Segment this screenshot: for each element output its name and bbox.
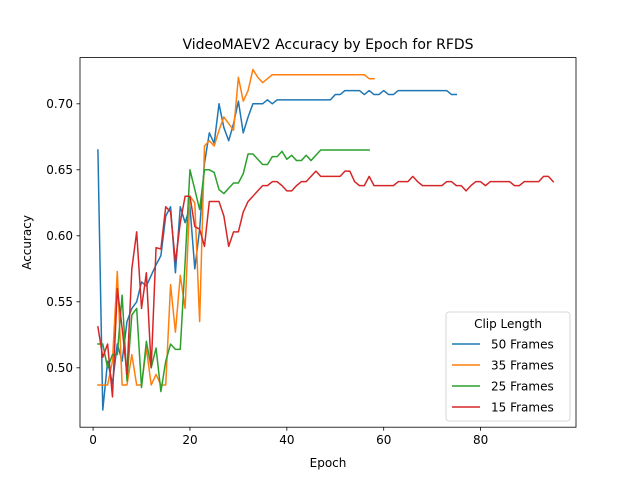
x-tick-label: 60 (376, 433, 391, 447)
axes-frame (79, 57, 577, 428)
y-tick-label: 0.65 (46, 163, 73, 177)
x-axis: 0 20 40 60 80 (89, 427, 488, 447)
legend-label: 25 Frames (491, 379, 554, 393)
legend-entries: 50 Frames 35 Frames 25 Frames 15 Frames (452, 337, 554, 414)
legend-title: Clip Length (474, 317, 542, 331)
series-line-50-frames (97, 89, 458, 411)
legend-label: 15 Frames (491, 400, 554, 414)
y-tick-label: 0.50 (46, 361, 73, 375)
legend-box (445, 311, 571, 422)
x-tick-label: 0 (89, 433, 97, 447)
series-line-35-frames (97, 68, 375, 386)
y-axis-title: Accuracy (20, 215, 34, 270)
legend-label: 50 Frames (491, 337, 554, 351)
plot-area (97, 68, 555, 411)
legend-label: 35 Frames (491, 358, 554, 372)
y-tick-label: 0.60 (46, 229, 73, 243)
y-tick-label: 0.70 (46, 97, 73, 111)
x-axis-title: Epoch (310, 456, 347, 470)
x-tick-label: 80 (473, 433, 488, 447)
chart-title: VideoMAEV2 Accuracy by Epoch for RFDS (182, 37, 473, 53)
legend: Clip Length 50 Frames 35 Frames 25 Frames 1… (445, 311, 571, 422)
y-axis: 0.50 0.55 0.60 0.65 0.70 (46, 97, 80, 375)
x-tick-label: 40 (279, 433, 294, 447)
series-line-15-frames (97, 170, 555, 398)
series-line-25-frames (97, 149, 370, 393)
x-tick-label: 20 (182, 433, 197, 447)
y-tick-label: 0.55 (46, 295, 73, 309)
